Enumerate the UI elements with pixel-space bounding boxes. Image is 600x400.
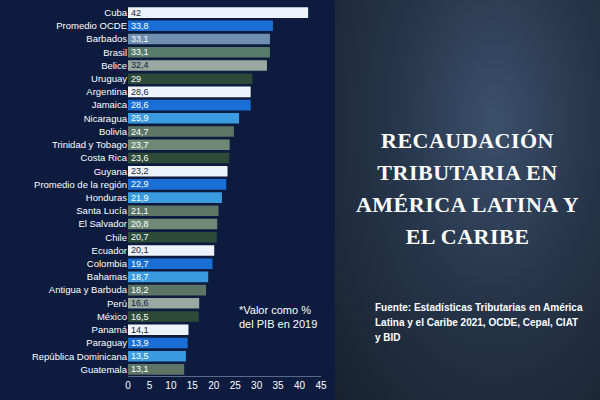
- svg-text:Barbados: Barbados: [86, 33, 127, 44]
- svg-text:19,7: 19,7: [131, 259, 149, 269]
- svg-text:Trinidad y Tobago: Trinidad y Tobago: [52, 139, 127, 150]
- svg-text:Jamaica: Jamaica: [92, 99, 128, 110]
- svg-text:20,8: 20,8: [131, 219, 149, 229]
- html-text:RECAUDACIÓN TRIBUTARIA EN AMÉR: RECAUDACIÓN TRIBUTARIA EN AMÉRICA LATINA…: [355, 128, 580, 249]
- svg-text:Promedio OCDE: Promedio OCDE: [56, 20, 127, 31]
- svg-text:13,9: 13,9: [131, 338, 149, 348]
- svg-text:15: 15: [187, 380, 199, 391]
- svg-text:33,8: 33,8: [131, 21, 149, 31]
- svg-text:18,2: 18,2: [131, 285, 149, 295]
- svg-text:Honduras: Honduras: [86, 192, 127, 203]
- svg-text:22,9: 22,9: [131, 179, 149, 189]
- svg-text:Argentina: Argentina: [86, 86, 127, 97]
- svg-text:24,7: 24,7: [131, 127, 149, 137]
- svg-text:16,5: 16,5: [131, 312, 149, 322]
- svg-text:25,9: 25,9: [131, 113, 149, 123]
- svg-text:0: 0: [125, 380, 131, 391]
- svg-text:México: México: [97, 311, 127, 322]
- svg-text:Perú: Perú: [107, 298, 127, 309]
- svg-text:Uruguay: Uruguay: [91, 73, 127, 84]
- svg-text:Guyana: Guyana: [94, 166, 128, 177]
- svg-text:14,1: 14,1: [131, 325, 149, 335]
- svg-text:20,1: 20,1: [131, 245, 149, 255]
- svg-text:Belice: Belice: [101, 60, 127, 71]
- svg-text:23,2: 23,2: [131, 166, 149, 176]
- svg-text:28,6: 28,6: [131, 100, 149, 110]
- svg-text:Chile: Chile: [105, 232, 127, 243]
- svg-text:29: 29: [131, 74, 141, 84]
- svg-text:10: 10: [165, 380, 177, 391]
- svg-text:Bahamas: Bahamas: [87, 271, 127, 282]
- svg-text:45: 45: [315, 380, 327, 391]
- svg-text:El Salvador: El Salvador: [78, 218, 127, 229]
- svg-text:28,6: 28,6: [131, 87, 149, 97]
- svg-text:33,1: 33,1: [131, 34, 149, 44]
- svg-text:5: 5: [147, 380, 153, 391]
- svg-text:Brasil: Brasil: [103, 47, 127, 58]
- svg-text:República Dominicana: República Dominicana: [32, 351, 128, 362]
- svg-text:33,1: 33,1: [131, 47, 149, 57]
- svg-text:Antigua y Barbuda: Antigua y Barbuda: [49, 284, 128, 295]
- svg-text:20: 20: [208, 380, 220, 391]
- svg-text:40: 40: [294, 380, 306, 391]
- svg-text:Nicaragua: Nicaragua: [84, 113, 128, 124]
- svg-text:21,1: 21,1: [131, 206, 149, 216]
- svg-text:25: 25: [230, 380, 242, 391]
- svg-text:Guatemala: Guatemala: [81, 364, 128, 375]
- svg-text:Panamá: Panamá: [92, 324, 128, 335]
- svg-text:42: 42: [131, 8, 141, 18]
- svg-text:Ecuador: Ecuador: [92, 245, 127, 256]
- html-text:Fuente: Estadísticas Tributari: Fuente: Estadísticas Tributarias en Amér…: [375, 302, 583, 343]
- svg-text:32,4: 32,4: [131, 60, 149, 70]
- svg-text:18,7: 18,7: [131, 272, 149, 282]
- svg-text:13,1: 13,1: [131, 364, 149, 374]
- svg-text:20,7: 20,7: [131, 232, 149, 242]
- svg-text:23,7: 23,7: [131, 140, 149, 150]
- svg-text:21,9: 21,9: [131, 193, 149, 203]
- svg-text:Colombia: Colombia: [87, 258, 128, 269]
- svg-text:Bolivia: Bolivia: [99, 126, 128, 137]
- svg-text:16,6: 16,6: [131, 298, 149, 308]
- svg-text:Paraguay: Paraguay: [86, 337, 127, 348]
- svg-text:30: 30: [251, 380, 263, 391]
- svg-text:23,6: 23,6: [131, 153, 149, 163]
- svg-text:13,5: 13,5: [131, 351, 149, 361]
- svg-text:Santa Lucía: Santa Lucía: [76, 205, 127, 216]
- svg-text:Costa Rica: Costa Rica: [81, 152, 128, 163]
- svg-text:*Valor como %del PIB en 2019: *Valor como %del PIB en 2019: [239, 304, 317, 330]
- svg-text:35: 35: [273, 380, 285, 391]
- svg-text:Promedio de la región: Promedio de la región: [34, 179, 127, 190]
- svg-text:Cuba: Cuba: [104, 7, 127, 18]
